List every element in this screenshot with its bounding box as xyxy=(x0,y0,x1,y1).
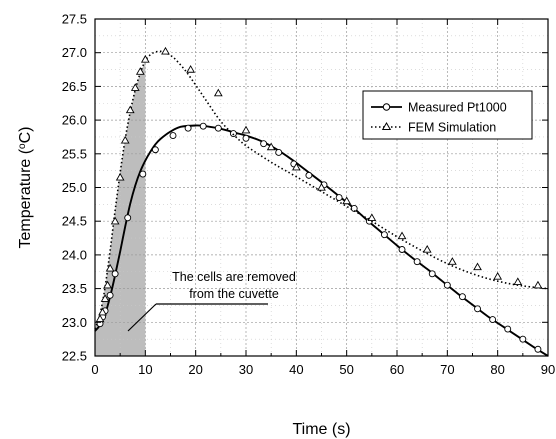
x-tick-label: 60 xyxy=(390,362,404,377)
fem-point xyxy=(161,46,170,55)
y-tick-label: 25.5 xyxy=(62,146,87,161)
fem-point xyxy=(103,280,112,289)
fem-point xyxy=(135,67,145,75)
y-tick-label: 23.5 xyxy=(62,281,87,296)
measured-point xyxy=(350,204,358,212)
y-tick-label: 27.0 xyxy=(62,45,87,60)
measured-point xyxy=(519,335,527,343)
x-tick-label: 50 xyxy=(339,362,353,377)
measured-point xyxy=(184,124,192,132)
measured-point xyxy=(380,231,388,239)
measured-point xyxy=(229,130,237,138)
y-tick-label: 26.5 xyxy=(62,79,87,94)
measured-point xyxy=(305,171,313,179)
measured-point xyxy=(151,146,159,154)
fem-point xyxy=(447,257,457,265)
fem-point xyxy=(367,213,377,221)
x-tick-label: 0 xyxy=(91,362,98,377)
measured-point xyxy=(458,293,466,301)
measured-point xyxy=(413,258,421,266)
fem-point xyxy=(266,142,276,151)
measured-point xyxy=(260,140,268,148)
legend-label-fem: FEM Simulation xyxy=(408,121,496,135)
fem-point xyxy=(95,314,105,323)
measured-point xyxy=(199,122,207,130)
legend-label-measured: Measured Pt1000 xyxy=(408,101,507,115)
x-tick-label: 90 xyxy=(541,362,555,377)
x-tick-label: 20 xyxy=(188,362,202,377)
y-tick-label: 26.0 xyxy=(62,113,87,128)
y-tick-label: 24.5 xyxy=(62,214,87,229)
y-tick-label: 23.0 xyxy=(62,315,87,330)
x-tick-label: 70 xyxy=(440,362,454,377)
annotation-line-1: The cells are removed xyxy=(172,270,296,284)
fem-point xyxy=(120,135,130,144)
grid-layer xyxy=(95,19,548,356)
x-tick-label: 80 xyxy=(490,362,504,377)
fem-point xyxy=(140,54,150,63)
fem-point xyxy=(130,83,140,91)
fem-point xyxy=(213,88,223,97)
fem-point xyxy=(291,162,301,171)
y-axis-title: Temperature (oC) xyxy=(17,126,35,248)
fem-point xyxy=(493,271,503,280)
measured-line xyxy=(94,124,549,357)
y-axis-title-post: C) xyxy=(17,126,34,143)
measured-point xyxy=(214,124,222,132)
fem-point xyxy=(105,263,115,272)
fem-point xyxy=(533,280,543,289)
measured-point xyxy=(443,281,451,289)
legend-marker-measured xyxy=(382,103,391,111)
fem-point xyxy=(110,216,120,225)
fem-point xyxy=(513,277,523,286)
legend-box xyxy=(362,90,533,140)
fem-point xyxy=(100,294,110,302)
measured-point xyxy=(398,246,406,253)
fem-point xyxy=(317,182,326,191)
y-tick-label: 27.5 xyxy=(62,12,87,27)
fem-point xyxy=(115,172,125,181)
measured-point xyxy=(474,305,481,313)
fem-point xyxy=(125,105,135,114)
x-tick-label: 40 xyxy=(289,362,303,377)
measured-point xyxy=(504,325,512,333)
measured-point xyxy=(169,132,177,140)
measured-point xyxy=(428,270,436,278)
fem-point xyxy=(98,307,107,316)
measured-point xyxy=(139,170,147,178)
y-tick-label: 25.0 xyxy=(62,180,87,195)
legend: Measured Pt1000 FEM Simulation xyxy=(362,90,533,140)
y-tick-label: 22.5 xyxy=(62,349,87,364)
measured-point xyxy=(242,134,250,142)
annotation-line-2: from the cuvette xyxy=(189,287,279,301)
measured-point xyxy=(534,345,542,353)
x-tick-label: 30 xyxy=(239,362,253,377)
x-axis-title: Time (s) xyxy=(292,421,350,438)
x-tick-label: 10 xyxy=(138,362,152,377)
measured-point xyxy=(335,194,343,202)
measured-point xyxy=(106,291,114,299)
fem-point xyxy=(342,196,352,205)
annotation-pointer-line xyxy=(127,303,157,332)
measured-point xyxy=(111,270,119,278)
fem-point xyxy=(397,231,407,240)
annotation: The cells are removed from the cuvette xyxy=(127,270,296,332)
fem-point xyxy=(473,262,482,271)
series-fem-simulation xyxy=(94,46,549,330)
fem-point xyxy=(241,125,251,134)
y-tick-label: 24.0 xyxy=(62,247,87,262)
ticks-layer: 0 10 20 30 40 50 60 70 80 90 22.5 23.0 23.5 24.0 24.5 2… xyxy=(62,12,556,378)
y-axis-title-sup: o xyxy=(17,143,28,149)
measured-point xyxy=(489,316,497,324)
measured-point xyxy=(275,149,283,156)
legend-marker-fem xyxy=(381,122,392,130)
fem-point xyxy=(422,245,432,253)
y-axis-title-pre: Temperature ( xyxy=(17,148,34,248)
measured-point xyxy=(124,214,132,222)
fem-point xyxy=(186,65,196,73)
